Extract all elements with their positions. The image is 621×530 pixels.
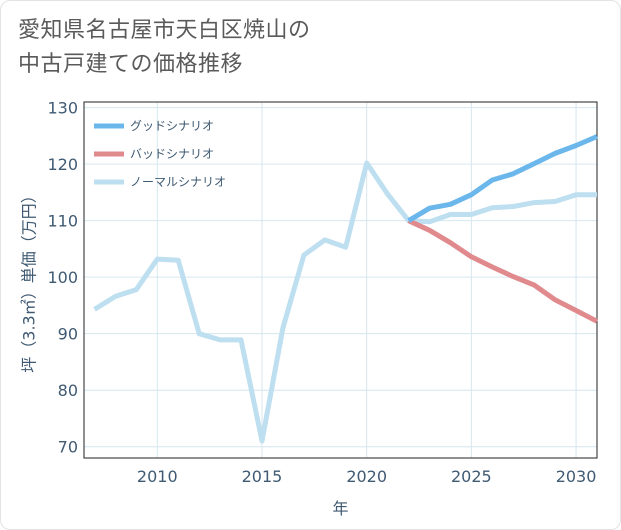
axis-ticks: 70 80 90 100 110 120 130 2010 2015 2020 2025 2030 [47, 99, 596, 486]
y-tick-label: 110 [47, 212, 78, 231]
x-tick-label: 2025 [451, 467, 492, 486]
chart-title: 愛知県名古屋市天白区焼山の 中古戸建ての価格推移 [18, 14, 311, 82]
x-tick-label: 2010 [137, 467, 178, 486]
series-line-0 [407, 134, 598, 223]
series-layer [93, 134, 599, 444]
chart-title-line-2: 中古戸建ての価格推移 [18, 52, 244, 77]
plot-area [83, 101, 598, 459]
y-axis-label: 坪（3.3㎡）単価（万円） [20, 187, 39, 372]
y-tick-label: 70 [58, 438, 78, 457]
x-tick-label: 2015 [242, 467, 283, 486]
y-tick-label: 100 [47, 268, 78, 287]
y-tick-label: 120 [47, 155, 78, 174]
y-tick-label: 90 [58, 325, 78, 344]
legend-label-0: グッドシナリオ [130, 119, 214, 133]
legend-label-2: ノーマルシナリオ [130, 175, 226, 189]
x-tick-label: 2020 [346, 467, 387, 486]
x-tick-label: 2030 [556, 467, 597, 486]
x-axis-label: 年 [332, 499, 348, 518]
series-line-1 [407, 218, 599, 324]
chart-title-line-1: 愛知県名古屋市天白区焼山の [18, 18, 311, 43]
grid-lines [84, 102, 597, 458]
y-tick-label: 130 [47, 99, 78, 118]
series-line-2 [93, 160, 597, 444]
y-tick-label: 80 [58, 381, 78, 400]
legend-label-1: バッドシナリオ [130, 147, 214, 161]
